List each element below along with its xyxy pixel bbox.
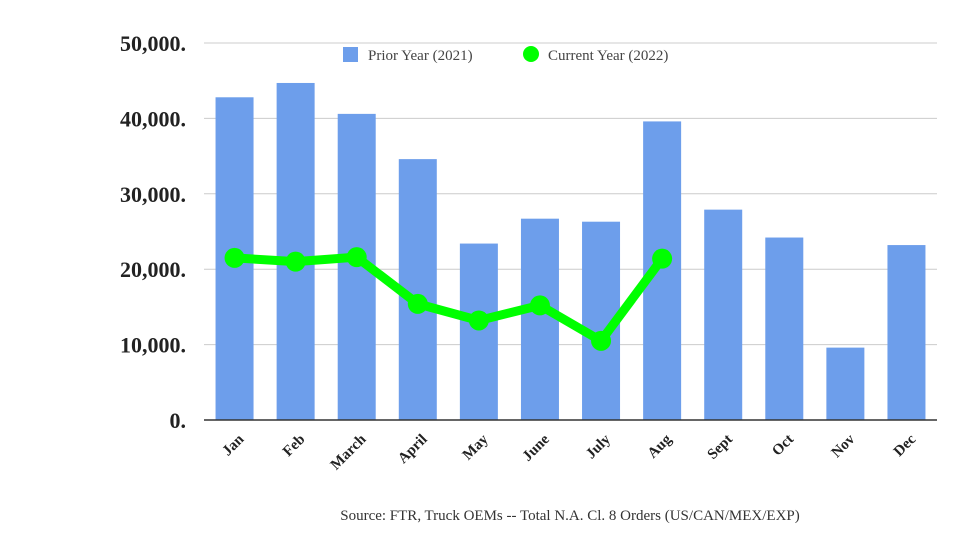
source-note: Source: FTR, Truck OEMs -- Total N.A. Cl… <box>340 508 800 524</box>
x-tick-label: July <box>583 431 614 462</box>
point-feb <box>285 251 306 272</box>
legend-swatch-prior-year <box>343 47 358 62</box>
x-tick-label: Sept <box>705 432 736 463</box>
point-may <box>468 310 489 331</box>
x-tick-label: Feb <box>280 432 308 460</box>
x-tick-label: May <box>460 431 492 463</box>
point-april <box>407 293 428 314</box>
x-tick-label: March <box>328 431 370 473</box>
legend: Prior Year (2021) Current Year (2022) <box>343 46 668 64</box>
x-tick-label: Jan <box>220 431 248 459</box>
point-june <box>529 295 550 316</box>
y-tick-label: 0. <box>170 408 187 433</box>
y-tick-label: 30,000. <box>120 182 186 207</box>
x-tick-label: Nov <box>829 431 859 461</box>
legend-label-prior-year: Prior Year (2021) <box>368 48 473 64</box>
point-jan <box>224 247 245 268</box>
bar-dec <box>887 245 926 420</box>
bar-may <box>459 243 498 420</box>
x-tick-label: June <box>520 431 553 464</box>
point-march <box>346 247 367 268</box>
point-aug <box>652 248 673 269</box>
y-tick-label: 10,000. <box>120 333 186 358</box>
x-tick-label: Dec <box>891 431 920 460</box>
bar-sept <box>704 209 743 420</box>
x-tick-label: Oct <box>769 432 797 460</box>
y-tick-label: 50,000. <box>120 31 186 56</box>
x-axis: Jan Feb March April May June July Aug Sept Oct Nov… <box>220 431 920 473</box>
y-axis: 0. 10,000. 20,000. 30,000. 40,000. 50,000. <box>120 31 186 433</box>
line-series <box>224 247 673 351</box>
bar-nov <box>826 347 865 420</box>
gridlines <box>204 42 937 346</box>
bar-feb <box>276 82 315 420</box>
legend-swatch-current-year <box>523 46 539 62</box>
x-tick-label: April <box>395 432 430 467</box>
y-tick-label: 40,000. <box>120 106 186 131</box>
y-tick-label: 20,000. <box>120 257 186 282</box>
point-july <box>591 330 612 351</box>
bar-series <box>215 82 926 421</box>
legend-label-current-year: Current Year (2022) <box>548 48 668 64</box>
x-tick-label: Aug <box>645 431 676 462</box>
bar-oct <box>765 237 804 420</box>
current-year-line <box>230 252 667 346</box>
bar-june <box>520 218 559 420</box>
